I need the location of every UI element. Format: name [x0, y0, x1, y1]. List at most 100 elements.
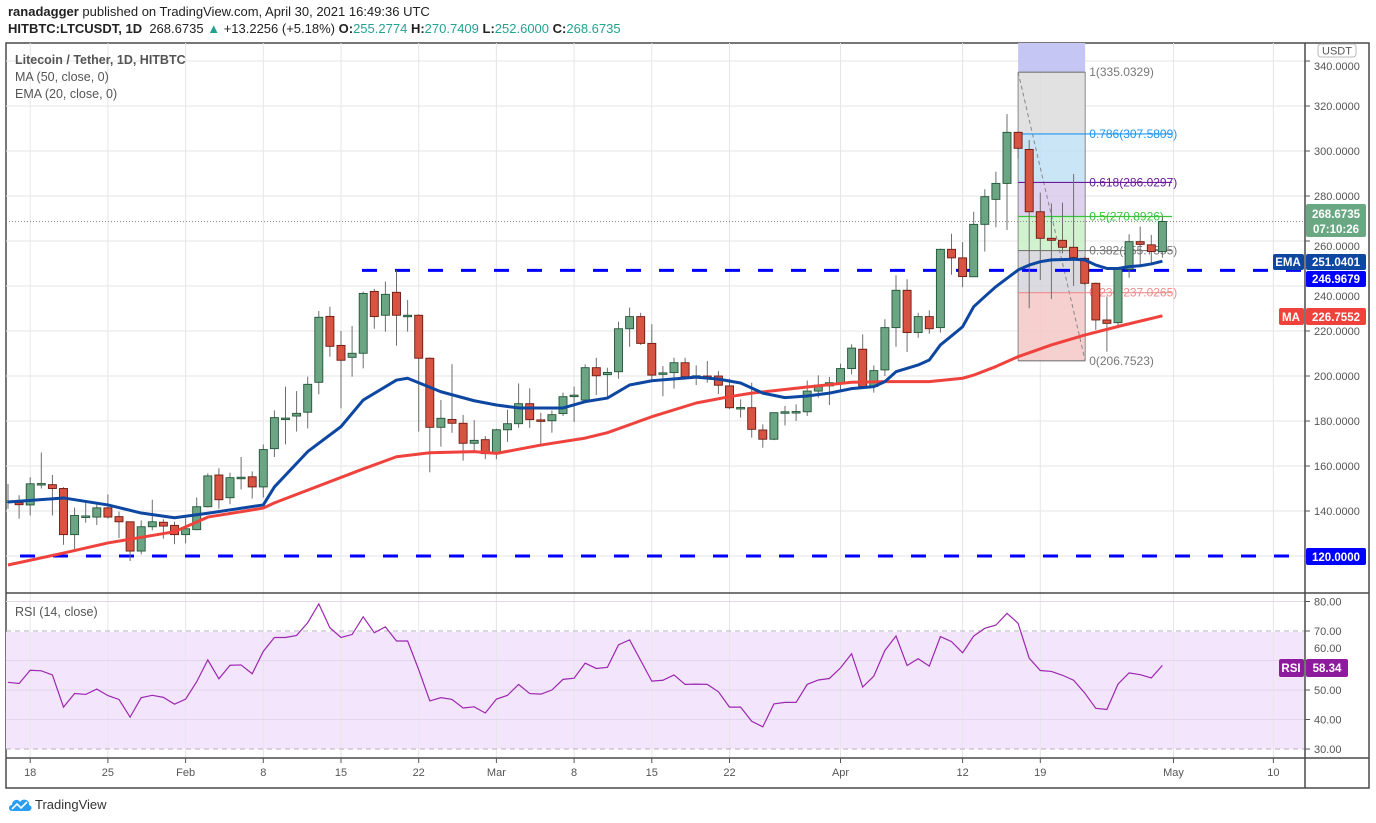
ema-value: 251.0401: [1312, 257, 1361, 269]
bar-countdown: 07:10:26: [1313, 224, 1359, 236]
candle-down: [369, 290, 379, 318]
time-tick-label: 8: [260, 767, 266, 779]
price-tick-label: 200.0000: [1314, 371, 1360, 383]
candles: [6, 114, 1167, 561]
candle-up: [147, 521, 157, 528]
candle-up: [225, 477, 235, 499]
candle-down: [414, 314, 424, 359]
candle-up: [70, 515, 80, 536]
fib-zone: [1018, 72, 1086, 134]
up-arrow-icon: ▲: [207, 21, 221, 36]
rsi-tag: [1279, 659, 1304, 677]
moving-averages: [7, 257, 1163, 567]
candle-down: [958, 257, 968, 277]
fib-level-label: 0.5(270.8926): [1089, 209, 1164, 223]
candle-up: [281, 417, 290, 421]
candle-up: [514, 403, 524, 425]
candle-down: [59, 488, 68, 536]
ma-value: 226.7552: [1312, 312, 1360, 324]
candle-up: [802, 390, 812, 413]
fib-zone: [1018, 43, 1086, 73]
candle-up: [1124, 241, 1134, 270]
price-tick-label: 140.0000: [1314, 506, 1360, 518]
ema-tag: [1273, 254, 1304, 270]
price-tick-label: 300.0000: [1314, 146, 1360, 158]
level-value: 246.9679: [1312, 274, 1360, 286]
candle-down: [947, 248, 956, 259]
ema-value-tag: [1306, 254, 1366, 270]
time-tick-label: 8: [571, 767, 577, 779]
candle-up: [92, 507, 102, 518]
candle-up: [969, 223, 979, 278]
fib-level-label: 0.786(307.5809): [1089, 127, 1177, 141]
candle-up: [569, 394, 579, 398]
candle-up: [791, 411, 801, 414]
candle-up: [558, 396, 568, 415]
candle-up: [669, 362, 679, 374]
horizontal-lines[interactable]: [6, 220, 1305, 558]
grid: [6, 43, 1305, 758]
candle-down: [747, 407, 757, 430]
candle-up: [913, 316, 923, 334]
candle-down: [1035, 211, 1045, 239]
fib-level-label: 0.236(237.0265): [1089, 286, 1177, 300]
candle-up: [935, 248, 945, 329]
last-price: 268.6735: [149, 21, 204, 36]
time-tick-label: Mar: [487, 767, 506, 779]
candle-down: [336, 344, 346, 361]
legend-ma[interactable]: MA (50, close, 0): [15, 70, 109, 84]
candle-up: [203, 475, 213, 508]
candle-up: [81, 515, 91, 518]
rsi-tick-label: 50.00: [1314, 685, 1342, 697]
last-price-tag-value: 268.6735: [1312, 209, 1361, 221]
candle-up: [847, 347, 857, 370]
candle-down: [114, 516, 124, 523]
candle-down: [1058, 239, 1067, 248]
candle-up: [780, 411, 790, 414]
currency-badge[interactable]: [1317, 43, 1357, 58]
publish-text: published on TradingView.com, April 30, …: [78, 4, 430, 19]
candle-up: [891, 289, 901, 329]
candle-up: [380, 293, 390, 316]
currency-label: USDT: [1322, 46, 1352, 58]
candle-down: [924, 316, 934, 330]
rsi-tick-label: 70.00: [1314, 626, 1342, 638]
rsi-pane: [7, 602, 1163, 728]
candle-down: [425, 357, 435, 428]
open-value: 255.2774: [353, 21, 408, 36]
candle-up: [836, 368, 845, 384]
fib-level-label: 1(335.0329): [1089, 65, 1154, 79]
author-name[interactable]: ranadagger: [8, 4, 79, 19]
candle-up: [258, 449, 268, 488]
candle-down: [47, 484, 57, 489]
support-value: 120.0000: [1312, 552, 1360, 564]
candle-down: [1046, 237, 1056, 241]
symbol-info: HITBTC:LTCUSDT, 1D 268.6735 ▲ +13.2256 (…: [8, 21, 621, 36]
price-tick-label: 340.0000: [1314, 61, 1360, 73]
fib-level-label: 0.618(286.0297): [1089, 175, 1177, 189]
candle-up: [1002, 131, 1012, 184]
ma-value-tag: [1306, 308, 1366, 325]
candle-up: [614, 328, 623, 373]
candle-down: [158, 521, 168, 527]
time-tick-label: 18: [24, 767, 36, 779]
tradingview-logo[interactable]: TradingView: [8, 796, 107, 812]
tradingview-cloud-icon: [9, 799, 32, 811]
publish-info: ranadagger published on TradingView.com,…: [8, 4, 430, 19]
fib-zone: [1018, 292, 1086, 361]
rsi-tick-label: 80.00: [1314, 597, 1342, 609]
candle-up: [880, 327, 890, 371]
support-tag: [1306, 548, 1366, 565]
symbol: HITBTC:LTCUSDT, 1D: [8, 21, 143, 36]
legend-ema[interactable]: EMA (20, close, 0): [15, 87, 118, 101]
ma-tag: [1279, 308, 1304, 325]
candle-up: [580, 367, 590, 401]
candle-up: [36, 483, 46, 486]
rsi-tick-label: 60.00: [1314, 643, 1342, 655]
legend-title[interactable]: Litecoin / Tether, 1D, HITBTC: [15, 53, 186, 67]
time-tick-label: 19: [1034, 767, 1046, 779]
legend-rsi[interactable]: RSI (14, close): [15, 605, 98, 619]
ema-tag-label: EMA: [1275, 257, 1301, 269]
candle-down: [591, 367, 601, 377]
